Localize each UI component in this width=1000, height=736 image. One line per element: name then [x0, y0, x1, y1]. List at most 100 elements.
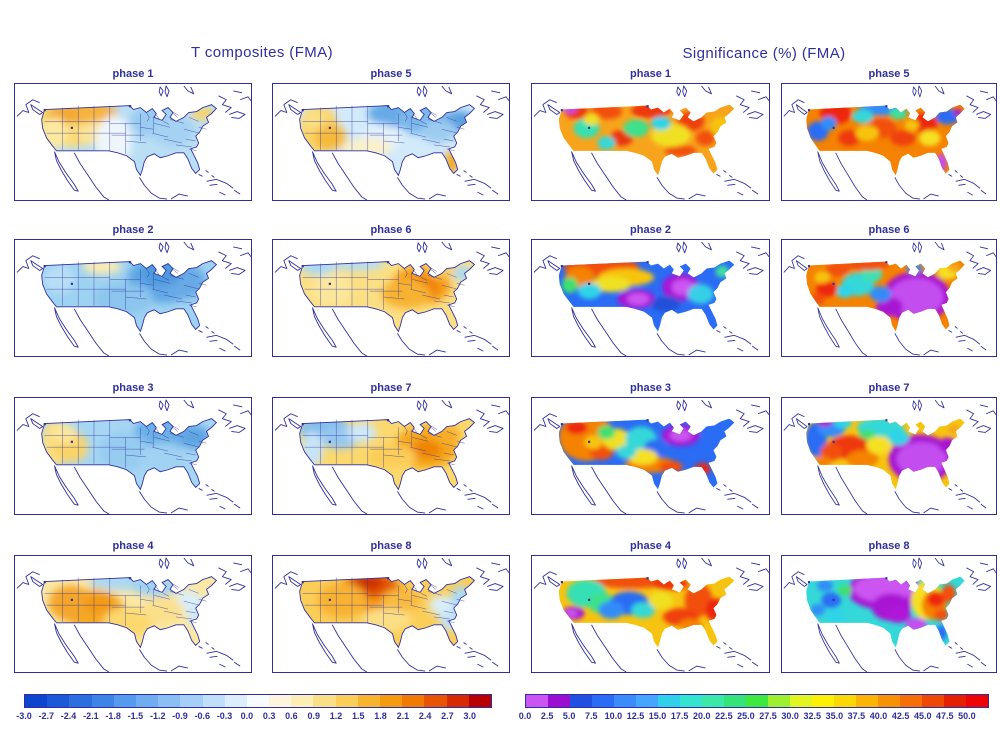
colorbar-tick: 0.0: [240, 711, 254, 721]
colorbar-segment: [900, 695, 922, 707]
colorbar-segment: [313, 695, 336, 707]
colorbar-tick: 35.0: [825, 711, 844, 721]
colorbar-tick: 2.4: [418, 711, 432, 721]
colorbar-segment: [113, 695, 136, 707]
panel-significance-phase-6: phase 6: [781, 224, 997, 357]
colorbar-segment: [180, 695, 203, 707]
colorbar-segment: [526, 695, 548, 707]
panel-title: phase 4: [630, 540, 671, 552]
panel-significance-phase-4: phase 4: [531, 540, 770, 673]
temperature-colorbar: -3.0 -2.7 -2.4 -2.1 -1.8 -1.5 -1.2 -0.9 -0.6 -0.3…: [16, 694, 492, 726]
colorbar-segment: [357, 695, 380, 707]
right-group-title: Significance (%) (FMA): [682, 45, 846, 62]
colorbar-tick: -3.0: [16, 711, 32, 721]
map-frame: [531, 555, 770, 673]
significance-colorbar: 0.0 2.5 5.0 7.5 10.0 12.5 15.0 17.5 20.0 22.5 25.0…: [519, 694, 989, 726]
panel-significance-phase-2: phase 2: [531, 224, 770, 357]
panel-significance-phase-8: phase 8: [781, 540, 997, 673]
colorbar-tick: 45.0: [913, 711, 932, 721]
panel-title: phase 7: [868, 382, 910, 394]
colorbar-tick: 30.0: [781, 711, 799, 721]
colorbar-tick: 2.1: [396, 711, 410, 721]
colorbar-tick: 7.5: [585, 711, 598, 721]
colorbar-tick: 5.0: [562, 711, 576, 721]
colorbar-segment: [291, 695, 314, 707]
temperature-composite-map: [274, 399, 509, 514]
panel-title: phase 2: [112, 224, 154, 236]
colorbar-segment: [724, 695, 746, 707]
colorbar-segment: [335, 695, 358, 707]
colorbar-tick: -0.9: [172, 711, 188, 721]
colorbar-tick: 0.9: [307, 711, 320, 721]
colorbar-tick: 25.0: [737, 711, 755, 721]
colorbar-segment: [269, 695, 292, 707]
colorbar-tick: 0.0: [518, 711, 532, 721]
panel-t-composites-phase-5: phase 5: [272, 68, 510, 201]
panel-title: phase 3: [630, 382, 671, 394]
significance-map: [783, 557, 996, 672]
colorbar-segment: [790, 695, 812, 707]
colorbar-tick: 47.5: [936, 711, 954, 721]
temperature-composite-map: [16, 399, 251, 514]
colorbar-tick: 17.5: [670, 711, 689, 721]
left-group-title: T composites (FMA): [191, 44, 333, 61]
map-frame: [781, 397, 997, 515]
colorbar-segment: [224, 695, 247, 707]
panel-t-composites-phase-2: phase 2: [14, 224, 252, 357]
panel-title: phase 5: [370, 68, 412, 80]
map-frame: [781, 239, 997, 357]
map-frame: [781, 83, 997, 201]
colorbar-segment: [548, 695, 570, 707]
panel-t-composites-phase-1: phase 1: [14, 68, 252, 201]
colorbar-tick: 0.6: [285, 711, 298, 721]
colorbar-segment: [424, 695, 447, 707]
colorbar-segment: [246, 695, 270, 707]
colorbar-segment: [158, 695, 181, 707]
map-frame: [531, 397, 770, 515]
colorbar-tick: 32.5: [803, 711, 821, 721]
panel-title: phase 6: [370, 224, 412, 236]
panel-title: phase 6: [868, 224, 910, 236]
panel-t-composites-phase-7: phase 7: [272, 382, 510, 515]
map-frame: [531, 239, 770, 357]
colorbar-segment: [614, 695, 636, 707]
map-frame: [272, 83, 510, 201]
colorbar-segment: [680, 695, 702, 707]
colorbar-tick: 12.5: [626, 711, 645, 721]
colorbar-segment: [768, 695, 790, 707]
significance-map: [533, 85, 769, 200]
colorbar-tick: -0.3: [216, 711, 233, 721]
colorbar-tick: -1.2: [149, 711, 166, 721]
colorbar-segment: [202, 695, 225, 707]
colorbar-segment: [856, 695, 878, 707]
panel-title: phase 2: [630, 224, 671, 236]
panel-title: phase 3: [112, 382, 154, 394]
colorbar-tick: 2.7: [441, 711, 454, 721]
colorbar-tick: -2.4: [60, 711, 77, 721]
map-frame: [14, 83, 252, 201]
panel-significance-phase-7: phase 7: [781, 382, 997, 515]
colorbar-segment: [592, 695, 614, 707]
panel-title: phase 8: [370, 540, 412, 552]
panel-title: phase 5: [868, 68, 910, 80]
colorbar-tick: -1.8: [105, 711, 121, 721]
colorbar-segment: [812, 695, 834, 707]
map-frame: [272, 555, 510, 673]
temperature-composite-map: [274, 557, 509, 672]
panel-t-composites-phase-8: phase 8: [272, 540, 510, 673]
colorbar-tick: 1.2: [329, 711, 343, 721]
map-frame: [272, 397, 510, 515]
significance-map: [533, 241, 769, 356]
colorbar-segment: [402, 695, 425, 707]
significance-map: [533, 399, 769, 514]
colorbar-segment: [69, 695, 92, 707]
panel-t-composites-phase-4: phase 4: [14, 540, 252, 673]
colorbar-segment: [570, 695, 592, 707]
colorbar-segment: [47, 695, 70, 707]
temperature-composite-map: [274, 85, 509, 200]
colorbar-tick: 15.0: [648, 711, 667, 721]
colorbar-tick: 3.0: [463, 711, 476, 721]
colorbar: [525, 694, 989, 708]
significance-map: [783, 399, 996, 514]
